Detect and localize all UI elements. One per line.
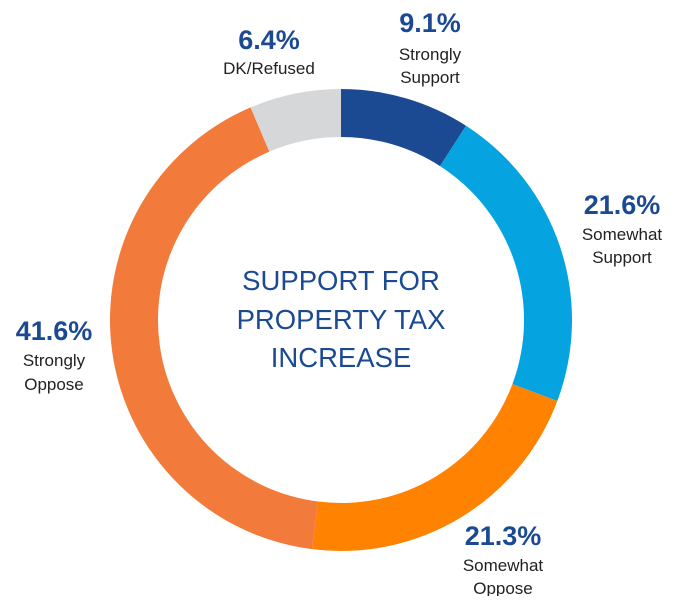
slice-somewhat-support — [440, 125, 572, 401]
category-label-somewhat-support-line-2: Support — [592, 248, 652, 267]
value-label-dk-refused: 6.4% — [238, 25, 300, 55]
category-label-strongly-support-line-2: Support — [400, 68, 460, 87]
slice-strongly-oppose — [110, 107, 319, 550]
center-title-line-2: PROPERTY TAX — [237, 304, 446, 335]
center-title-line-1: SUPPORT FOR — [242, 265, 440, 296]
category-label-strongly-support-line-1: Strongly — [399, 45, 462, 64]
category-label-strongly-oppose-line-1: Strongly — [23, 351, 86, 370]
slice-dk-refused — [250, 89, 341, 152]
label-strongly-support: 9.1% Strongly Support — [399, 8, 462, 87]
category-label-strongly-oppose-line-2: Oppose — [24, 375, 84, 394]
label-somewhat-support: 21.6% Somewhat Support — [582, 190, 663, 267]
value-label-somewhat-support: 21.6% — [584, 190, 661, 220]
category-label-somewhat-oppose-line-1: Somewhat — [463, 556, 544, 575]
category-label-somewhat-support-line-1: Somewhat — [582, 225, 663, 244]
value-label-strongly-oppose: 41.6% — [16, 316, 93, 346]
value-label-strongly-support: 9.1% — [399, 8, 461, 38]
label-dk-refused: 6.4% DK/Refused — [223, 25, 315, 78]
category-label-somewhat-oppose-line-2: Oppose — [473, 579, 533, 596]
slices-group — [110, 89, 572, 551]
labels-group: 9.1%StronglySupport21.6%SomewhatSupport2… — [16, 8, 663, 598]
value-label-somewhat-oppose: 21.3% — [465, 521, 542, 551]
center-title: SUPPORT FOR PROPERTY TAX INCREASE — [237, 265, 446, 373]
center-title-line-3: INCREASE — [271, 342, 412, 373]
label-somewhat-oppose: 21.3% Somewhat Oppose — [463, 521, 544, 598]
category-label-dk-refused-line-1: DK/Refused — [223, 59, 315, 78]
slice-strongly-support — [341, 89, 466, 167]
slice-somewhat-oppose — [312, 384, 558, 551]
label-strongly-oppose: 41.6% Strongly Oppose — [16, 316, 93, 394]
